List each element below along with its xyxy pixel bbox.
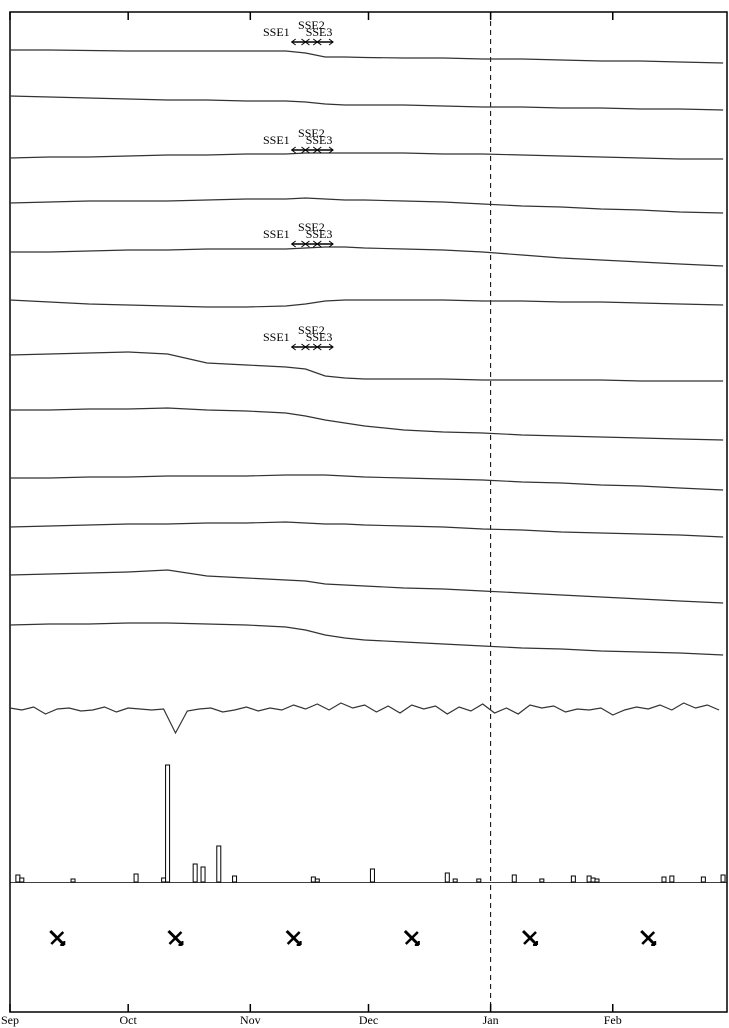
marker-stroke xyxy=(641,931,656,945)
sse-head xyxy=(290,146,296,154)
sse-head xyxy=(328,343,334,351)
sse-label: SSE1 xyxy=(263,133,290,147)
marker xyxy=(49,929,66,947)
bar xyxy=(669,875,675,883)
bar xyxy=(369,868,375,883)
x-tick-label: Nov xyxy=(240,1013,261,1027)
trace xyxy=(10,49,724,64)
bar xyxy=(216,845,222,883)
sse-label: SSE2 xyxy=(298,323,325,337)
bar xyxy=(310,876,316,883)
sse-label: SSE3 xyxy=(306,227,333,241)
bar xyxy=(539,878,545,883)
marker xyxy=(167,929,184,947)
marker-stroke xyxy=(523,931,537,945)
x-tick-label: Oct xyxy=(120,1013,138,1027)
marker xyxy=(285,929,302,947)
trace xyxy=(10,407,724,441)
sse-head xyxy=(316,38,322,46)
sse-head xyxy=(328,146,334,154)
bar xyxy=(444,872,450,883)
sse-label: SSE2 xyxy=(298,220,325,234)
sse-head xyxy=(304,146,310,154)
marker xyxy=(521,929,539,947)
trace xyxy=(10,474,724,491)
sse-head xyxy=(316,240,322,248)
bar xyxy=(15,874,21,883)
sse-label: SSE1 xyxy=(263,330,290,344)
bar xyxy=(511,874,517,883)
bar xyxy=(476,878,482,883)
trace xyxy=(9,299,724,308)
bar xyxy=(700,876,706,883)
sse-label: SSE3 xyxy=(306,25,333,39)
trace xyxy=(9,622,724,656)
x-tick-label: Dec xyxy=(359,1013,378,1027)
bar xyxy=(590,877,596,883)
bar xyxy=(661,876,667,883)
sse-head xyxy=(328,38,334,46)
marker xyxy=(640,929,657,947)
bar xyxy=(200,866,206,883)
trace xyxy=(9,569,724,604)
sse-label: SSE3 xyxy=(306,133,333,147)
bar xyxy=(452,878,458,883)
sse-head xyxy=(316,343,322,351)
bar xyxy=(314,878,320,883)
trace xyxy=(9,152,724,160)
sse-label: SSE2 xyxy=(298,18,325,32)
x-tick-label: Jan xyxy=(483,1013,499,1027)
sse-head xyxy=(290,38,296,46)
trace xyxy=(9,351,724,382)
trace xyxy=(10,246,724,267)
bar xyxy=(192,863,198,883)
trace xyxy=(9,521,724,538)
bar xyxy=(161,877,167,883)
sse-label: SSE2 xyxy=(298,126,325,140)
sse-head xyxy=(290,240,296,248)
sse-label: SSE1 xyxy=(263,227,290,241)
x-tick-label: Feb xyxy=(604,1013,622,1027)
bar xyxy=(586,875,592,883)
trace xyxy=(9,197,724,214)
sse-label: SSE1 xyxy=(263,25,290,39)
bar xyxy=(70,878,76,883)
sse-head xyxy=(328,240,334,248)
marker xyxy=(403,929,420,947)
sse-head xyxy=(304,38,310,46)
bar xyxy=(720,874,726,883)
bar xyxy=(19,877,25,883)
noisy-trace xyxy=(9,702,720,735)
bar xyxy=(570,875,576,883)
bar xyxy=(133,873,139,883)
bar xyxy=(594,878,600,883)
sse-head xyxy=(304,240,310,248)
bar xyxy=(165,764,171,883)
x-tick-label: Sep xyxy=(1,1013,19,1027)
plot-frame xyxy=(9,11,728,1013)
sse-head xyxy=(290,343,296,351)
trace xyxy=(9,95,724,111)
marker-stroke xyxy=(168,931,183,945)
marker-stroke xyxy=(286,931,301,945)
marker-stroke xyxy=(404,931,419,945)
sse-label: SSE3 xyxy=(306,330,333,344)
sse-head xyxy=(316,146,322,154)
marker-stroke xyxy=(50,931,65,945)
bar xyxy=(232,875,238,883)
sse-head xyxy=(304,343,310,351)
